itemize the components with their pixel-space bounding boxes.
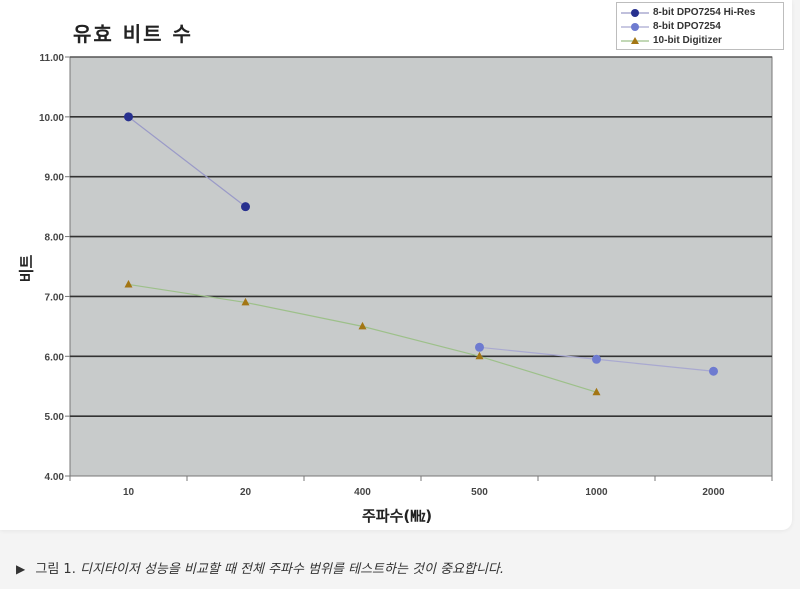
caption-text: 디지타이저 성능을 비교할 때 전체 주파수 범위를 테스트하는 것이 중요합니… [79,562,505,577]
data-point [592,354,601,364]
legend-label: 10-bit Digitizer [653,34,722,46]
legend-item: 8-bit DPO7254 Hi-Res [621,5,783,19]
y-tick-label: 5.00 [45,412,65,423]
plot-area [69,56,773,477]
y-tick-label: 8.00 [45,233,65,244]
triangle-marker-icon [621,34,649,46]
x-tick-label: 1000 [585,487,608,498]
data-point [124,279,133,288]
series-line [128,116,246,208]
data-point [358,321,367,330]
y-tick-label: 10.00 [39,113,64,124]
circle-marker-icon [621,20,649,32]
x-tick-label: 500 [471,487,488,498]
chart-legend: 8-bit DPO7254 Hi-Res 8-bit DPO7254 10-bit … [616,2,784,50]
legend-label: 8-bit DPO7254 Hi-Res [653,6,756,18]
y-tick-label: 6.00 [45,352,65,363]
legend-item: 10-bit Digitizer [621,33,783,47]
caption-arrow-icon: ▶ [16,562,26,576]
y-tick-label: 9.00 [45,173,65,184]
data-point [241,297,250,306]
data-point [124,112,133,122]
data-point [241,202,250,212]
data-point [475,351,484,360]
x-tick-label: 2000 [702,487,725,498]
data-point [709,366,718,376]
y-tick-label: 7.00 [45,292,65,303]
legend-item: 8-bit DPO7254 [621,19,783,33]
y-tick-label: 4.00 [45,472,65,483]
data-point [592,387,601,396]
x-tick-label: 10 [123,487,135,498]
data-point [475,342,484,352]
caption-prefix: 그림 1. [35,562,76,577]
y-axis-label: 비트 [17,254,36,283]
x-tick-label: 20 [240,487,252,498]
figure-caption: ▶ 그림 1. 디지타이저 성능을 비교할 때 전체 주파수 범위를 테스트하는… [16,558,504,577]
x-tick-label: 400 [354,487,371,498]
chart-title: 유효 비트 수 [73,22,193,46]
x-axis-label: 주파수(㎒) [362,507,433,525]
circle-marker-icon [621,6,649,18]
legend-label: 8-bit DPO7254 [653,20,721,32]
y-tick-label: 11.00 [40,53,65,64]
